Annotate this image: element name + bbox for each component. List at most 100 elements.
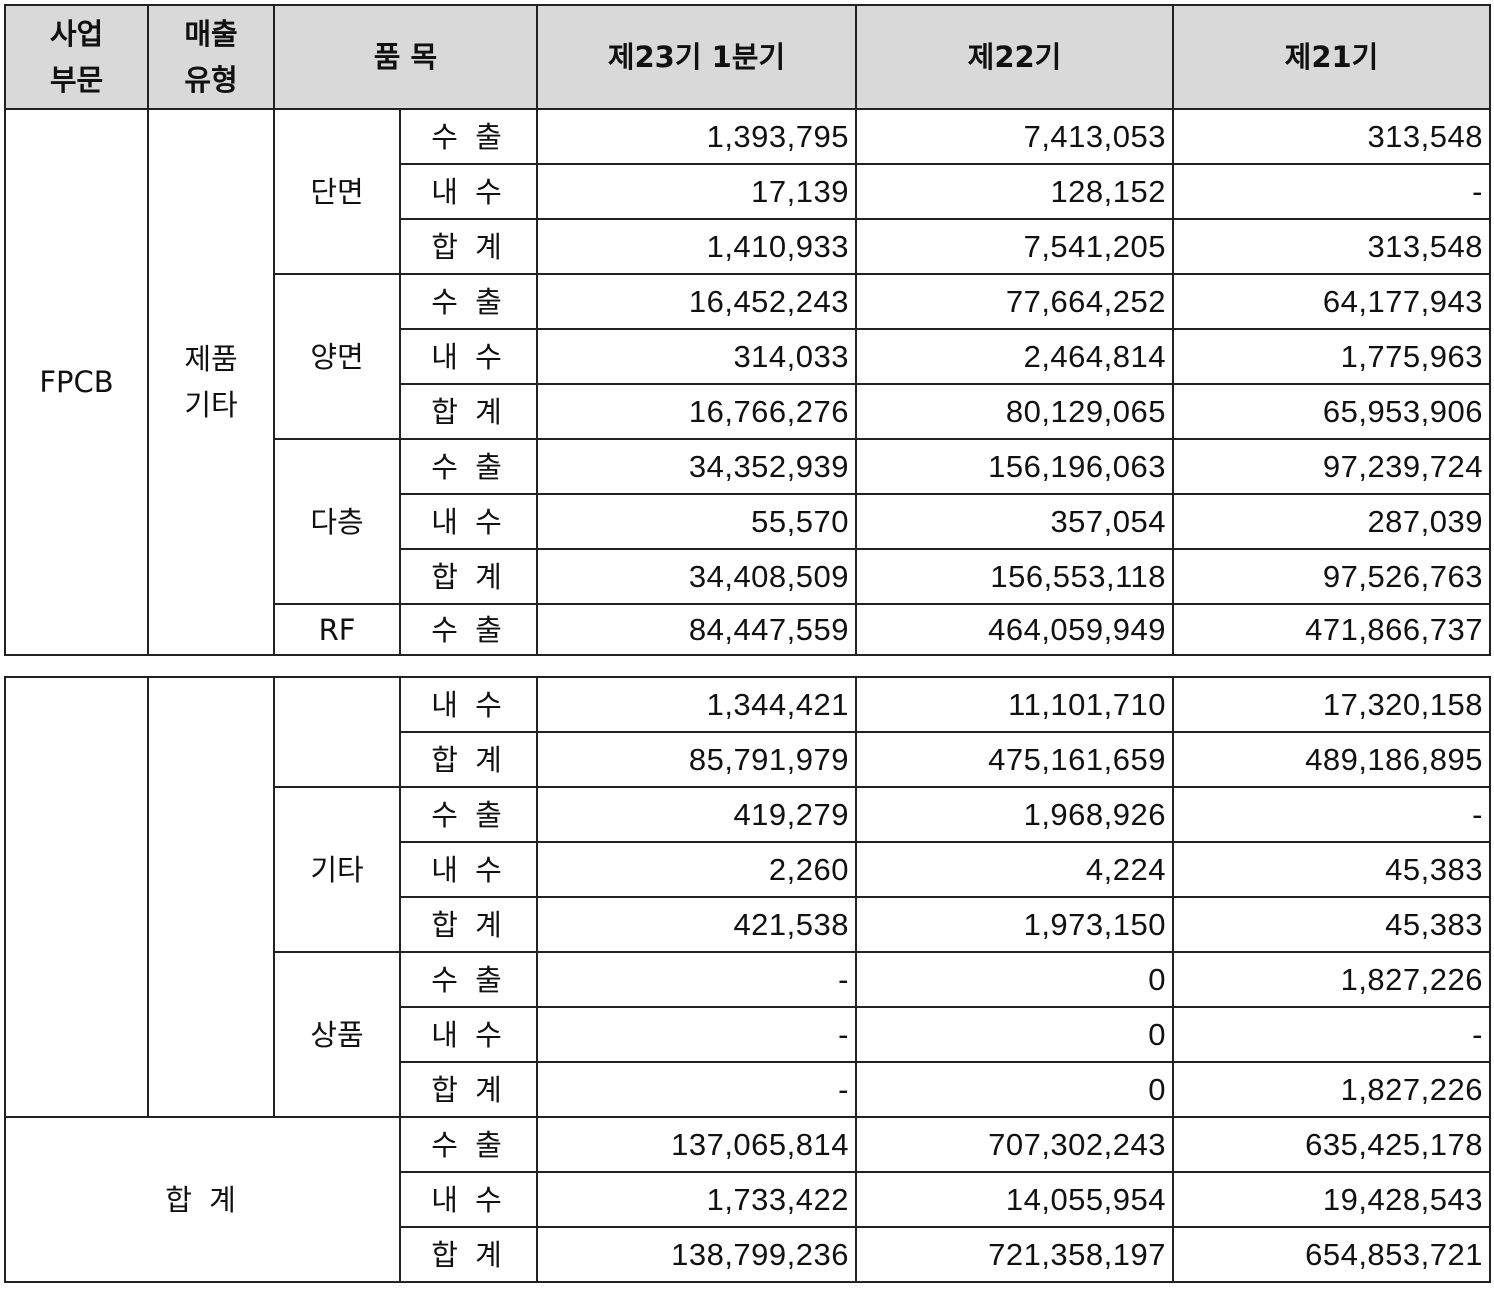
row-kind: 내 수 <box>399 1171 538 1228</box>
value-23q1: 84,447,559 <box>536 603 857 656</box>
row-kind: 수 출 <box>399 786 538 843</box>
value-21: 17,320,158 <box>1172 676 1491 733</box>
value-21: 97,239,724 <box>1172 438 1491 495</box>
value-21: 1,775,963 <box>1172 328 1491 385</box>
value-23q1: 421,538 <box>536 896 857 953</box>
value-21: 489,186,895 <box>1172 731 1491 788</box>
row-kind: 내 수 <box>399 1006 538 1063</box>
value-22: 80,129,065 <box>855 383 1174 440</box>
value-23q1: 55,570 <box>536 493 857 550</box>
table-row: 내 수 17,139 128,152- <box>5 163 1491 220</box>
value-22: 11,101,710 <box>855 676 1174 733</box>
value-22: 475,161,659 <box>855 731 1174 788</box>
sales-table-part-1: 사업 부문 매출 유형 품 목 제23기 1분기 제22기 제21기 FPCB 제… <box>4 4 1491 656</box>
header-period-23q1: 제23기 1분기 <box>536 4 857 110</box>
table-row: 다층 수 출 34,352,939 156,196,063 97,239,724 <box>5 438 1491 605</box>
value-22: 7,541,205 <box>855 218 1174 275</box>
table-row: 양면 수 출 16,452,243 77,664,252 64,177,943 <box>5 273 1491 440</box>
value-23q1: 1,393,795 <box>536 108 857 165</box>
row-kind: 합 계 <box>399 1226 538 1283</box>
value-22: 14,055,954 <box>855 1171 1174 1228</box>
row-kind: 내 수 <box>399 676 538 733</box>
value-22: 464,059,949 <box>855 603 1174 656</box>
row-kind: 내 수 <box>399 163 538 220</box>
value-21: 97,526,763 <box>1172 548 1491 605</box>
header-sales-type: 매출 유형 <box>147 4 275 110</box>
value-23q1: 16,452,243 <box>536 273 857 330</box>
value-21: 313,548 <box>1172 108 1491 165</box>
total-row: 내 수 1,733,422 14,055,954 19,428,543 <box>5 1171 1491 1228</box>
table-row: 합 계 421,538 1,973,150 45,383 <box>5 896 1491 953</box>
table-row: 합 계 34,408,509 156,553,118 97,526,763 <box>5 548 1491 605</box>
row-kind: 합 계 <box>399 383 538 440</box>
value-21: 19,428,543 <box>1172 1171 1491 1228</box>
total-label: 합 계 <box>4 1116 401 1283</box>
value-21: 635,425,178 <box>1172 1116 1491 1173</box>
value-22: 707,302,243 <box>855 1116 1174 1173</box>
total-row: 합 계 138,799,236 721,358,197 654,853,721 <box>5 1226 1491 1283</box>
value-23q1: 314,033 <box>536 328 857 385</box>
value-23q1: 34,352,939 <box>536 438 857 495</box>
value-23q1: 419,279 <box>536 786 857 843</box>
value-21: 1,827,226 <box>1172 951 1491 1008</box>
header-period-22: 제22기 <box>855 4 1174 110</box>
row-kind: 합 계 <box>399 1061 538 1118</box>
value-23q1: 138,799,236 <box>536 1226 857 1283</box>
item-cell: 다층 <box>273 438 401 605</box>
value-22: 1,973,150 <box>855 896 1174 953</box>
value-22: 2,464,814 <box>855 328 1174 385</box>
segment-cell: FPCB <box>4 108 149 656</box>
row-kind: 합 계 <box>399 218 538 275</box>
table-row: 합 계 16,766,276 80,129,065 65,953,906 <box>5 383 1491 440</box>
row-kind: 합 계 <box>399 548 538 605</box>
item-cell: 상품 <box>273 951 401 1118</box>
table-row: RF 수 출 84,447,559 464,059,949 471,866,737 <box>5 603 1491 656</box>
table-row: 내 수-0- <box>5 1006 1491 1063</box>
value-22: 0 <box>855 1061 1174 1118</box>
value-22: 7,413,053 <box>855 108 1174 165</box>
value-22: 4,224 <box>855 841 1174 898</box>
value-21: 1,827,226 <box>1172 1061 1491 1118</box>
row-kind: 수 출 <box>399 273 538 330</box>
item-cell: RF <box>273 603 401 656</box>
value-21: 287,039 <box>1172 493 1491 550</box>
row-kind: 수 출 <box>399 951 538 1008</box>
table-row: 기타 수 출 419,279 1,968,926- <box>5 786 1491 953</box>
value-21: - <box>1172 1006 1491 1063</box>
value-23q1: 2,260 <box>536 841 857 898</box>
value-23q1: - <box>536 951 857 1008</box>
row-kind: 합 계 <box>399 731 538 788</box>
value-23q1: 137,065,814 <box>536 1116 857 1173</box>
sales-type-cell-continued <box>147 676 275 1118</box>
table-row: FPCB 제품 기타 단면 수 출 1,393,795 7,413,053 313,548 <box>4 108 1491 656</box>
value-22: 721,358,197 <box>855 1226 1174 1283</box>
value-23q1: 85,791,979 <box>536 731 857 788</box>
value-22: 1,968,926 <box>855 786 1174 843</box>
value-23q1: 34,408,509 <box>536 548 857 605</box>
value-23q1: - <box>536 1061 857 1118</box>
row-kind: 합 계 <box>399 896 538 953</box>
table-row: 합 계 85,791,979 475,161,659 489,186,895 <box>5 731 1491 788</box>
header-item: 품 목 <box>273 4 538 110</box>
value-21: - <box>1172 163 1491 220</box>
row-kind: 수 출 <box>399 438 538 495</box>
value-22: 77,664,252 <box>855 273 1174 330</box>
table-row: 내 수 2,260 4,224 45,383 <box>5 841 1491 898</box>
value-23q1: 1,733,422 <box>536 1171 857 1228</box>
sales-table-part-2: 내 수 1,344,421 11,101,710 17,320,158 합 계 85,79… <box>4 676 1491 1283</box>
value-21: 45,383 <box>1172 841 1491 898</box>
table-row: 합 계 1,410,933 7,541,205 313,548 <box>5 218 1491 275</box>
item-cell: 양면 <box>273 273 401 440</box>
value-22: 0 <box>855 1006 1174 1063</box>
value-22: 0 <box>855 951 1174 1008</box>
value-22: 128,152 <box>855 163 1174 220</box>
value-22: 156,196,063 <box>855 438 1174 495</box>
header-row: 사업 부문 매출 유형 품 목 제23기 1분기 제22기 제21기 <box>4 4 1491 110</box>
table-row: 내 수 55,570 357,054 287,039 <box>5 493 1491 550</box>
value-21: 471,866,737 <box>1172 603 1491 656</box>
segment-cell-continued <box>4 676 149 1118</box>
table-row: 내 수 314,033 2,464,814 1,775,963 <box>5 328 1491 385</box>
item-cell: 단면 <box>273 108 401 275</box>
table-row: 상품 수 출 -0 1,827,226 <box>5 951 1491 1118</box>
